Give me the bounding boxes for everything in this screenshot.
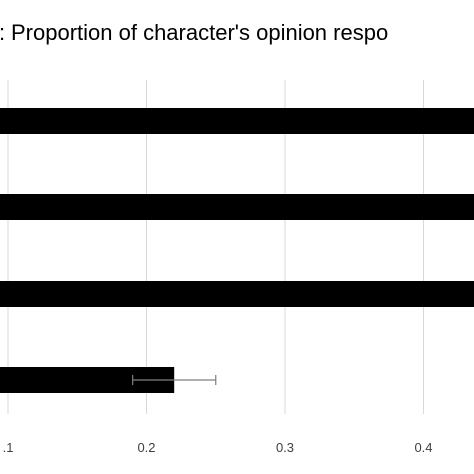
- x-tick-label: 0.3: [276, 440, 294, 455]
- bar: [0, 194, 474, 220]
- x-tick-label: 0.2: [137, 440, 155, 455]
- chart-title: Proportion of character's opinion respo: [11, 20, 388, 45]
- bars: [0, 108, 474, 393]
- x-tick-label: .1: [3, 440, 14, 455]
- bar: [0, 108, 474, 134]
- gridlines: [7, 80, 424, 414]
- x-axis-ticks: .10.20.30.40.50.60.7: [3, 440, 433, 455]
- bar: [0, 281, 474, 307]
- x-tick-label: 0.4: [414, 440, 432, 455]
- error-bars: [132, 375, 217, 385]
- chart-title-prefix: :: [0, 20, 5, 45]
